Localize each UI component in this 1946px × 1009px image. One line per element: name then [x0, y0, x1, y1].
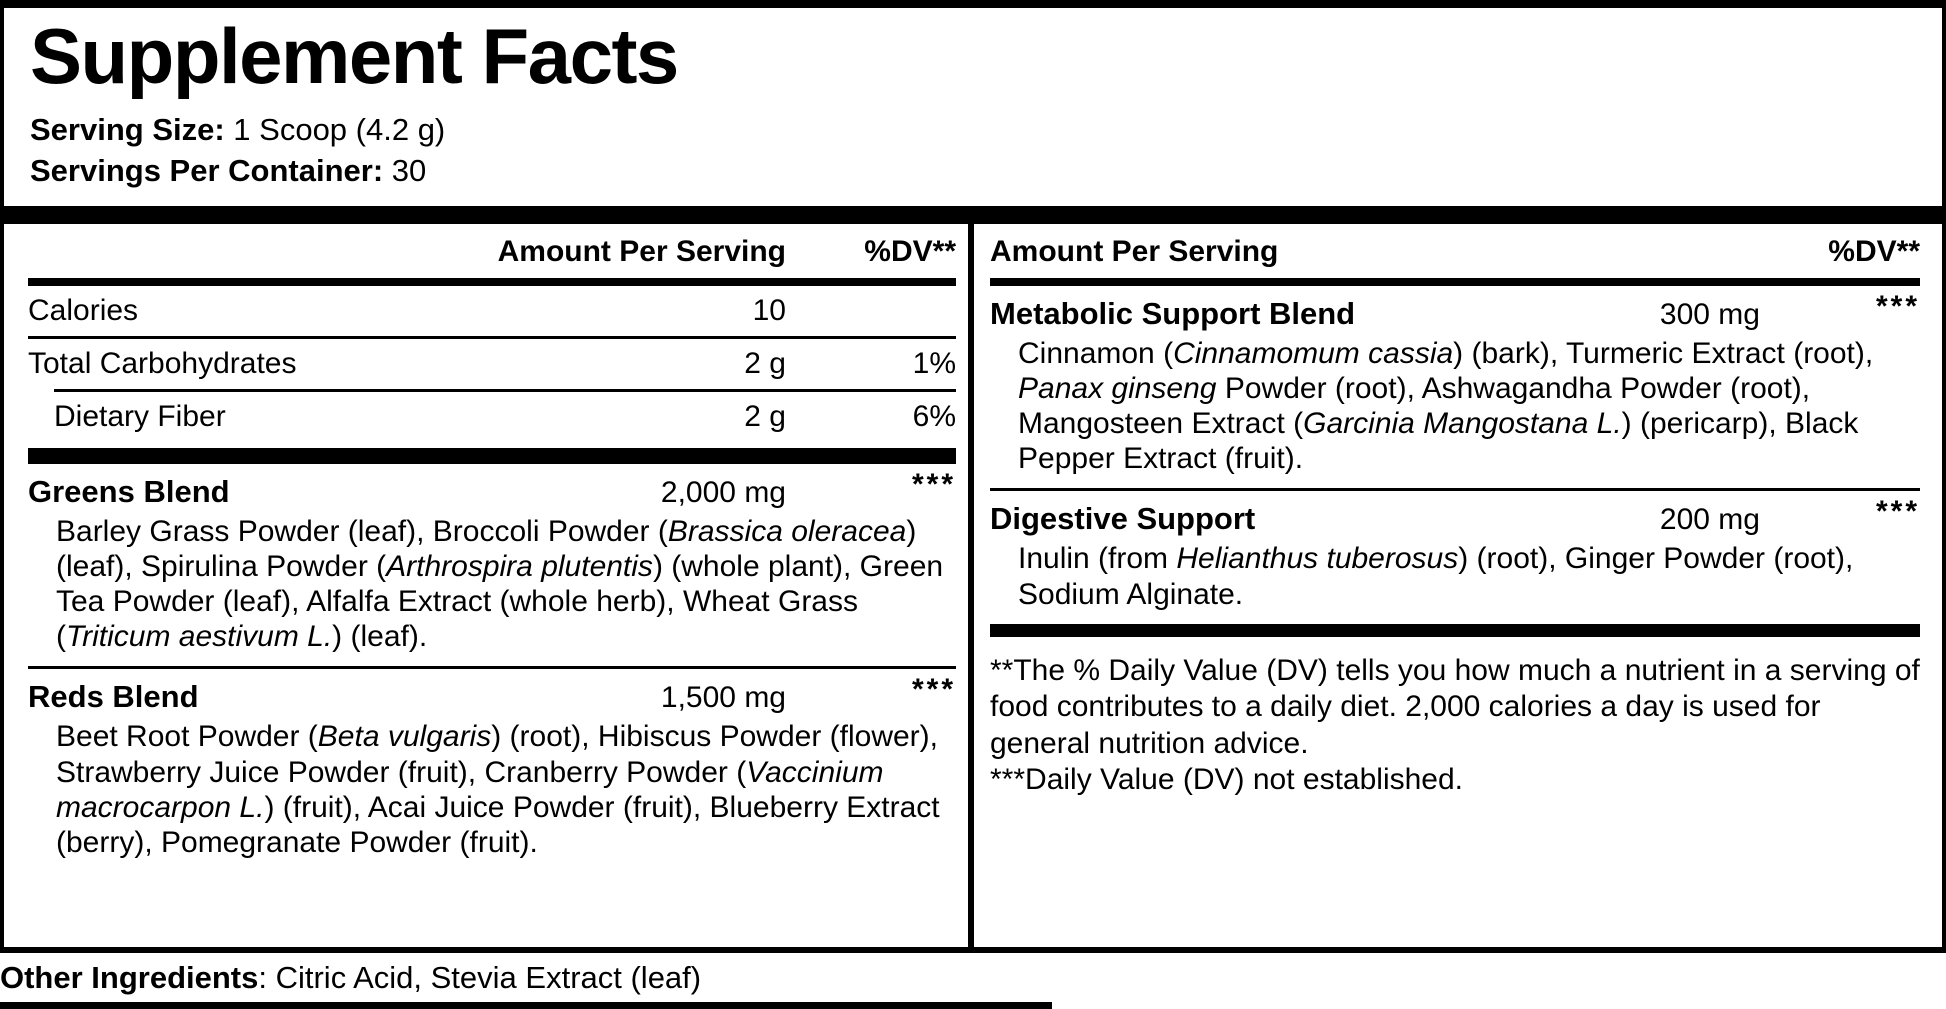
blend-amount: 200 mg [1659, 503, 1760, 537]
blend-amount: 300 mg [1659, 298, 1760, 332]
nutrient-dv: 6% [912, 400, 956, 434]
left-column-header: Amount Per Serving %DV** [28, 224, 956, 278]
serving-info: Serving Size: 1 Scoop (4.2 g) Servings P… [30, 110, 1914, 192]
facts-columns: Amount Per Serving %DV** Calories 10 Tot… [4, 224, 1942, 947]
other-ingredients-line: Other Ingredients: Citric Acid, Stevia E… [0, 960, 701, 996]
supplement-facts-panel: Supplement Facts Serving Size: 1 Scoop (… [0, 0, 1946, 953]
nutrient-amount: 10 [752, 294, 786, 328]
section-separator-bar [28, 448, 956, 465]
separator-line [28, 336, 956, 340]
panel-title: Supplement Facts [30, 12, 679, 100]
header-separator-bar [990, 278, 1920, 287]
blend-ingredients-metabolic: Cinnamon (Cinnamomum cassia) (bark), Tur… [1018, 337, 1874, 476]
footnote-dv-not-established: ***Daily Value (DV) not established. [990, 763, 1464, 797]
blend-name: Digestive Support [990, 501, 1256, 537]
footnotes: **The % Daily Value (DV) tells you how m… [990, 653, 1920, 799]
nutrient-amount: 2 g [744, 400, 786, 434]
blend-name: Metabolic Support Blend [990, 296, 1356, 332]
blend-row-greens-blend: Greens Blend 2,000 mg *** [28, 464, 956, 514]
serving-size-value: 1 Scoop (4.2 g) [224, 112, 446, 148]
column-divider [968, 224, 974, 947]
separator-line-indented [54, 389, 956, 393]
blend-dv-stars: *** [1875, 495, 1920, 529]
blend-dv-stars: *** [1875, 290, 1920, 324]
blend-ingredients-reds: Beet Root Powder (Beta vulgaris) (root),… [56, 720, 940, 859]
nutrient-row-dietary-fiber: Dietary Fiber 2 g 6% [28, 392, 956, 442]
blend-ingredients-digestive: Inulin (from Helianthus tuberosus) (root… [1018, 542, 1854, 611]
other-ingredients-value: : Citric Acid, Stevia Extract (leaf) [258, 960, 702, 995]
blend-name: Greens Blend [28, 474, 230, 510]
left-column: Amount Per Serving %DV** Calories 10 Tot… [4, 224, 968, 947]
top-separator-bar [4, 206, 1942, 225]
footnote-daily-value: **The % Daily Value (DV) tells you how m… [990, 653, 1920, 760]
nutrient-dv: 1% [912, 347, 956, 381]
nutrient-name: Calories [28, 294, 139, 328]
serving-size-label: Serving Size: [30, 112, 225, 148]
right-column: Amount Per Serving %DV** Metabolic Suppo… [974, 224, 1942, 947]
nutrient-name: Dietary Fiber [54, 400, 226, 434]
other-ingredients-label: Other Ingredients [0, 960, 259, 995]
panel-header: Supplement Facts Serving Size: 1 Scoop (… [4, 8, 1942, 192]
blend-dv-stars: *** [911, 673, 956, 707]
nutrient-row-total-carbohydrates: Total Carbohydrates 2 g 1% [28, 339, 956, 389]
blend-row-reds-blend: Reds Blend 1,500 mg *** [28, 669, 956, 719]
servings-per-container-value: 30 [383, 153, 427, 189]
separator-line [990, 488, 1920, 492]
right-column-header: Amount Per Serving %DV** [990, 224, 1920, 278]
blend-ingredients-greens: Barley Grass Powder (leaf), Broccoli Pow… [56, 515, 944, 654]
blend-dv-stars: *** [911, 468, 956, 502]
blend-row-metabolic-support: Metabolic Support Blend 300 mg *** [990, 286, 1920, 336]
header-separator-bar [28, 278, 956, 287]
dv-header: %DV** [1828, 235, 1920, 269]
separator-line [28, 666, 956, 670]
serving-size-line: Serving Size: 1 Scoop (4.2 g) [30, 110, 1914, 151]
blend-name: Reds Blend [28, 679, 199, 715]
nutrient-row-calories: Calories 10 [28, 286, 956, 336]
blend-row-digestive-support: Digestive Support 200 mg *** [990, 491, 1920, 541]
dv-header: %DV** [864, 235, 956, 269]
cut-off-text-bar [0, 1002, 1052, 1009]
blend-amount: 2,000 mg [660, 476, 786, 510]
servings-per-container-line: Servings Per Container: 30 [30, 151, 1914, 192]
servings-per-container-label: Servings Per Container: [30, 153, 384, 189]
footnote-separator-bar [990, 623, 1920, 637]
nutrient-name: Total Carbohydrates [28, 347, 297, 381]
nutrient-amount: 2 g [744, 347, 786, 381]
amount-per-serving-header: Amount Per Serving [990, 235, 1279, 269]
amount-per-serving-header: Amount Per Serving [497, 235, 786, 269]
blend-amount: 1,500 mg [660, 681, 786, 715]
